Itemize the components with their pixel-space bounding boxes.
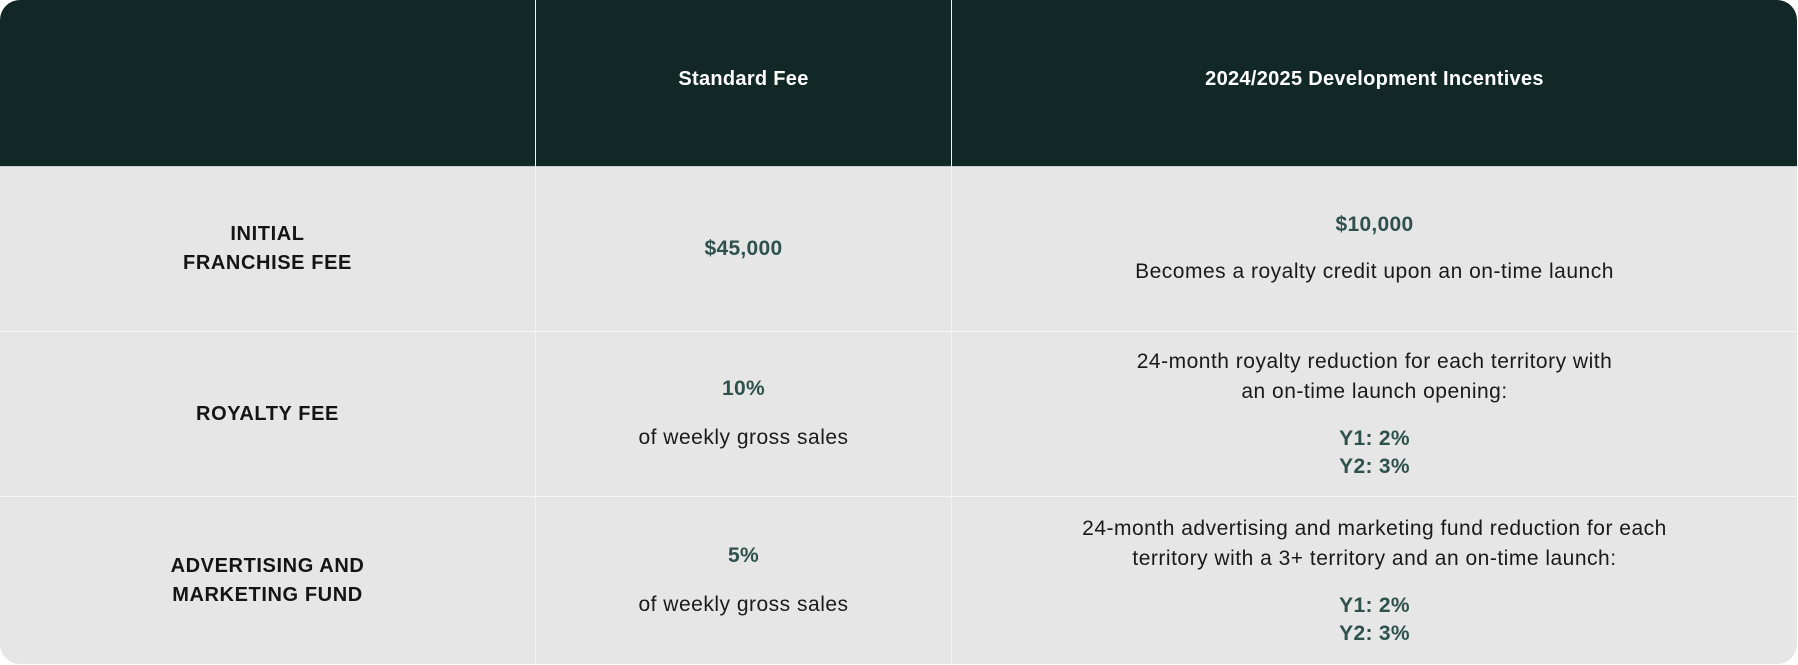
header-col2-label: Standard Fee — [678, 67, 809, 90]
row-label-line: INITIAL — [230, 223, 305, 245]
standard-fee-note: of weekly gross sales — [638, 426, 849, 449]
header-col3-label: 2024/2025 Development Incentives — [1205, 67, 1544, 90]
table-row: INITIAL FRANCHISE FEE $45,000 $10,000 Be… — [0, 167, 1797, 331]
table-row: ADVERTISING AND MARKETING FUND 5% of wee… — [0, 497, 1797, 664]
incentive-line: an on-time launch opening: — [1241, 380, 1508, 403]
incentive-rates: Y1: 2% Y2: 3% — [1339, 592, 1410, 648]
incentive-cell: $10,000 Becomes a royalty credit upon an… — [952, 167, 1797, 331]
header-cell-standard-fee: Standard Fee — [536, 0, 951, 166]
row-label-cell: INITIAL FRANCHISE FEE — [0, 167, 535, 331]
row-label-line: FRANCHISE FEE — [183, 252, 352, 274]
row-label-cell: ADVERTISING AND MARKETING FUND — [0, 497, 535, 664]
incentive-cell: 24-month royalty reduction for each terr… — [952, 332, 1797, 496]
incentive-description: 24-month royalty reduction for each terr… — [1137, 347, 1613, 407]
standard-fee-value: 5% — [728, 543, 759, 567]
incentive-note: Becomes a royalty credit upon an on-time… — [1135, 260, 1614, 283]
table-row: ROYALTY FEE 10% of weekly gross sales 24… — [0, 332, 1797, 496]
incentive-line: territory with a 3+ territory and an on-… — [1132, 546, 1617, 570]
incentive-line: 24-month advertising and marketing fund … — [1082, 516, 1667, 540]
standard-fee-cell: $45,000 — [536, 167, 951, 331]
row-divider — [0, 496, 1797, 497]
row-divider — [0, 331, 1797, 332]
incentive-y1-rate: Y1: 2% — [1339, 593, 1410, 617]
incentive-cell: 24-month advertising and marketing fund … — [952, 497, 1797, 664]
row-label-cell: ROYALTY FEE — [0, 332, 535, 496]
standard-fee-cell: 10% of weekly gross sales — [536, 332, 951, 496]
row-label-line: ROYALTY FEE — [196, 402, 339, 425]
table-header-row: Standard Fee 2024/2025 Development Incen… — [0, 0, 1797, 166]
standard-fee-value: $45,000 — [704, 237, 783, 260]
incentive-y1-rate: Y1: 2% — [1339, 427, 1410, 450]
standard-fee-note: of weekly gross sales — [638, 592, 849, 616]
row-label-line: ADVERTISING AND — [170, 554, 365, 577]
column-divider — [951, 0, 952, 664]
row-divider — [0, 166, 1797, 167]
header-cell-incentives: 2024/2025 Development Incentives — [952, 0, 1797, 166]
incentive-line: 24-month royalty reduction for each terr… — [1136, 350, 1613, 373]
incentive-value: $10,000 — [1335, 213, 1414, 236]
column-divider — [535, 0, 536, 664]
standard-fee-value: 10% — [722, 377, 765, 400]
header-cell-empty — [0, 0, 535, 166]
incentive-description: 24-month advertising and marketing fund … — [1082, 514, 1667, 574]
incentive-y2-rate: Y2: 3% — [1339, 621, 1410, 645]
standard-fee-cell: 5% of weekly gross sales — [536, 497, 951, 664]
incentive-y2-rate: Y2: 3% — [1339, 455, 1410, 478]
row-label-line: MARKETING FUND — [172, 583, 363, 606]
incentive-rates: Y1: 2% Y2: 3% — [1339, 425, 1410, 481]
